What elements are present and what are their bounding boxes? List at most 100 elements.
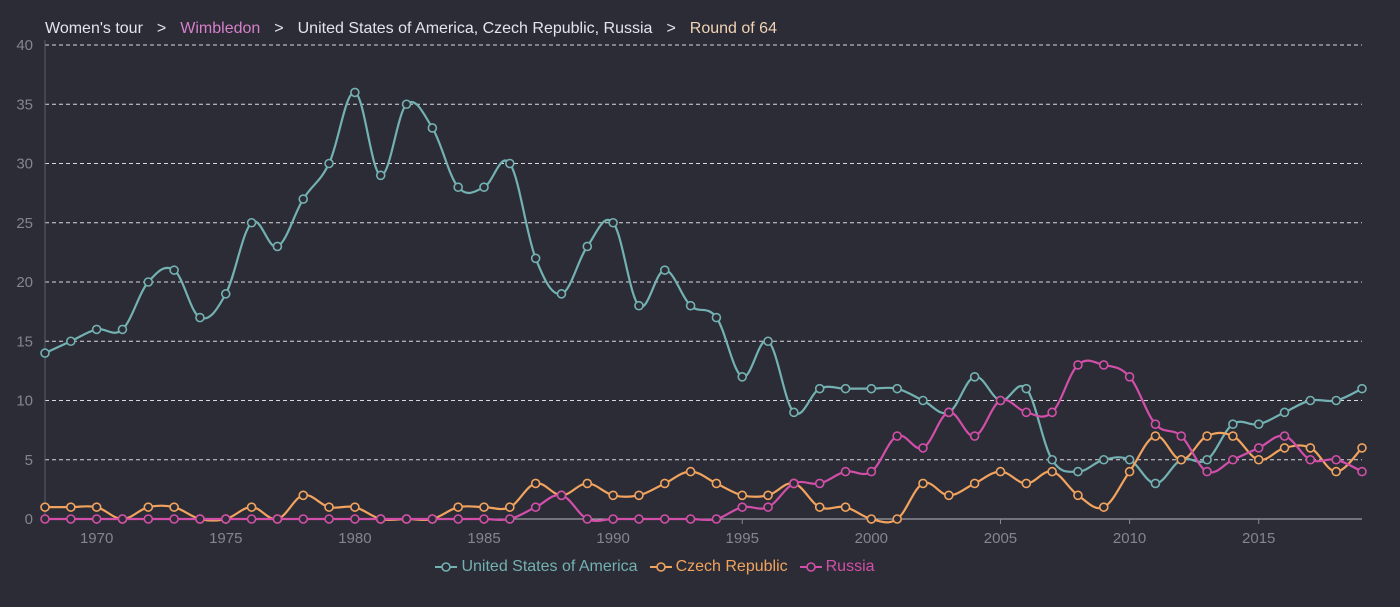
data-point[interactable] [659,265,670,275]
data-point[interactable] [530,502,541,512]
data-point[interactable] [66,514,76,524]
data-point[interactable] [143,277,154,287]
data-point[interactable] [1047,454,1057,465]
legend-item[interactable]: Czech Republic [649,558,788,576]
data-point[interactable] [530,478,541,489]
data-point[interactable] [582,241,593,252]
data-point[interactable] [1228,419,1238,430]
data-point[interactable] [969,431,980,441]
data-point[interactable] [453,514,463,524]
data-point[interactable] [1253,454,1264,465]
data-point[interactable] [918,478,928,489]
data-point[interactable] [453,182,463,192]
data-point[interactable] [220,289,231,299]
data-point[interactable] [220,514,231,524]
data-point[interactable] [763,336,773,347]
data-point[interactable] [505,514,515,524]
data-point[interactable] [1357,443,1367,453]
data-point[interactable] [659,514,670,524]
data-point[interactable] [1331,395,1341,406]
data-point[interactable] [1073,466,1083,477]
data-point[interactable] [1176,454,1187,465]
data-point[interactable] [40,514,50,524]
data-point[interactable] [246,502,257,512]
data-point[interactable] [789,407,799,418]
data-point[interactable] [763,502,773,512]
data-point[interactable] [479,514,489,524]
data-point[interactable] [1021,478,1032,489]
data-point[interactable] [1176,431,1187,441]
data-point[interactable] [298,194,309,204]
data-point[interactable] [401,514,412,524]
data-point[interactable] [1073,360,1083,370]
data-point[interactable] [1357,383,1367,394]
data-point[interactable] [66,502,76,512]
data-point[interactable] [530,253,541,264]
breadcrumb-tour[interactable]: Women's tour [45,20,143,37]
data-point[interactable] [1098,360,1109,370]
data-point[interactable] [1021,407,1032,418]
data-point[interactable] [169,265,179,275]
data-point[interactable] [91,514,102,524]
data-point[interactable] [814,502,825,512]
data-point[interactable] [1357,466,1367,477]
data-point[interactable] [169,502,179,512]
data-point[interactable] [582,478,593,489]
data-point[interactable] [763,490,773,501]
data-point[interactable] [375,514,386,524]
breadcrumb-countries[interactable]: United States of America, Czech Republic… [297,20,653,37]
data-point[interactable] [453,502,463,512]
data-point[interactable] [143,502,154,512]
data-point[interactable] [556,289,567,299]
data-point[interactable] [91,324,102,335]
data-point[interactable] [1124,371,1135,382]
data-point[interactable] [608,490,618,501]
data-point[interactable] [1331,454,1341,465]
data-point[interactable] [711,478,722,489]
data-point[interactable] [324,502,334,512]
data-point[interactable] [246,514,257,524]
data-point[interactable] [427,514,438,524]
data-point[interactable] [350,514,360,524]
data-point[interactable] [272,241,283,252]
data-point[interactable] [995,466,1006,477]
data-point[interactable] [685,514,696,524]
data-point[interactable] [685,300,696,311]
data-point[interactable] [40,348,50,358]
data-point[interactable] [1073,490,1083,501]
data-point[interactable] [1124,454,1135,465]
legend-item[interactable]: Russia [799,558,875,576]
data-point[interactable] [995,395,1006,406]
legend-item[interactable]: United States of America [435,558,638,576]
data-point[interactable] [117,324,128,335]
breadcrumb-tournament[interactable]: Wimbledon [180,20,261,37]
data-point[interactable] [840,383,851,394]
data-point[interactable] [892,514,902,524]
data-point[interactable] [556,490,567,501]
data-point[interactable] [1150,419,1161,430]
data-point[interactable] [272,514,283,524]
data-point[interactable] [350,502,360,512]
data-point[interactable] [1047,466,1057,477]
data-point[interactable] [195,514,205,524]
data-point[interactable] [866,383,877,394]
data-point[interactable] [1279,443,1290,453]
data-point[interactable] [814,478,825,489]
data-point[interactable] [1202,431,1212,441]
data-point[interactable] [324,514,334,524]
data-point[interactable] [1305,454,1316,465]
data-point[interactable] [608,217,618,228]
data-point[interactable] [737,502,748,512]
data-point[interactable] [866,466,877,477]
data-point[interactable] [143,514,154,524]
data-point[interactable] [840,502,851,512]
data-point[interactable] [91,502,102,512]
data-point[interactable] [711,514,722,524]
data-point[interactable] [789,478,799,489]
data-point[interactable] [375,170,386,181]
data-point[interactable] [479,182,489,192]
breadcrumb-round[interactable]: Round of 64 [689,20,777,37]
data-point[interactable] [169,514,179,524]
data-point[interactable] [634,514,644,524]
data-point[interactable] [969,478,980,489]
